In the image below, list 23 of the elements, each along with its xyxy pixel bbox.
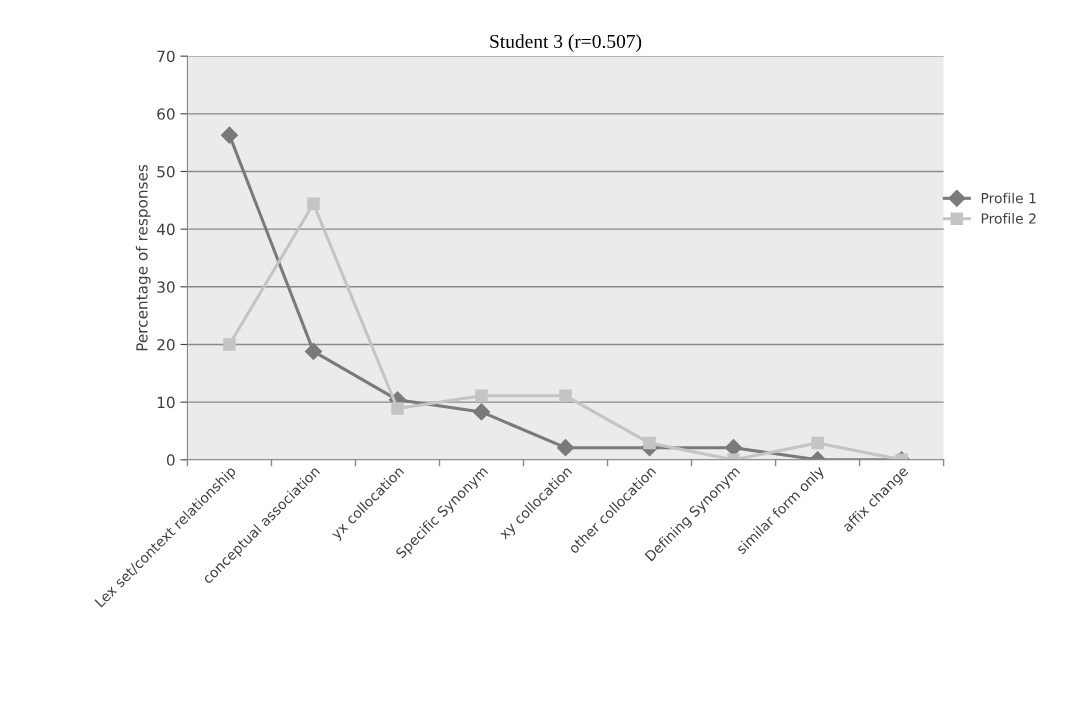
- y-tick-label: 70: [157, 50, 175, 63]
- point: [472, 403, 491, 421]
- point: [304, 342, 323, 360]
- y-tick-label: 10: [157, 396, 175, 409]
- point: [223, 338, 236, 351]
- y-tick-label: 50: [157, 165, 175, 178]
- point: [556, 439, 575, 457]
- point: [811, 436, 824, 450]
- point: [220, 126, 239, 144]
- y-tick-label: 60: [157, 108, 175, 120]
- point: [559, 389, 572, 403]
- point: [391, 402, 404, 415]
- point: [643, 436, 656, 450]
- point: [307, 197, 320, 211]
- y-tick-label: 0: [166, 454, 175, 466]
- legend-label: Profile 2: [981, 213, 1036, 224]
- chart-title: Student 3 (r=0.507): [490, 34, 642, 52]
- y-tick-label: 30: [157, 281, 175, 293]
- y-axis-title: Percentage of responses: [135, 164, 151, 351]
- y-tick-label: 20: [157, 338, 175, 351]
- legend-label: Profile 1: [981, 192, 1036, 204]
- point: [475, 389, 488, 403]
- y-tick-label: 40: [156, 223, 175, 236]
